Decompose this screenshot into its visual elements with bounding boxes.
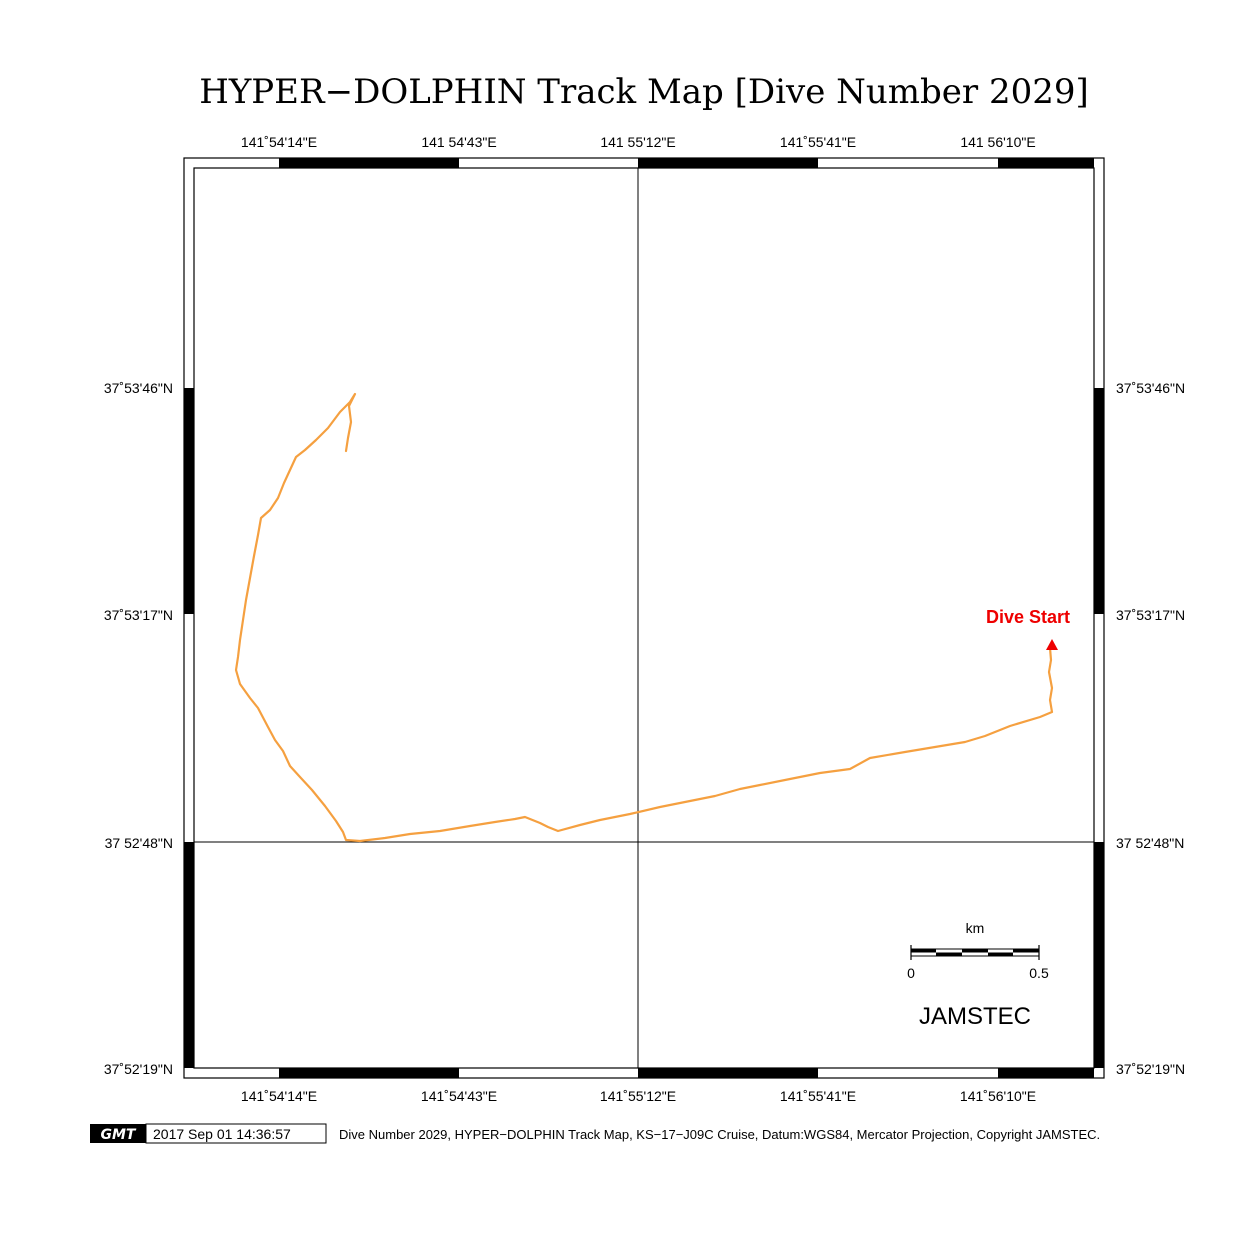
gmt-logo-text: GMT	[101, 1127, 137, 1143]
scale-bar: km 0 0.5	[907, 920, 1049, 981]
left-tick-label: 37˚52'19"N	[104, 1061, 173, 1077]
scale-unit-label: km	[966, 920, 985, 936]
top-tick-label: 141 56'10"E	[960, 134, 1035, 150]
footer: GMT 2017 Sep 01 14:36:57 Dive Number 202…	[90, 1123, 1100, 1144]
top-tick-label: 141˚54'14"E	[241, 134, 317, 150]
map-frame	[183, 157, 1105, 1079]
footer-caption: Dive Number 2029, HYPER−DOLPHIN Track Ma…	[339, 1127, 1100, 1142]
footer-timestamp: 2017 Sep 01 14:36:57	[153, 1126, 291, 1142]
right-tick-label: 37˚53'46"N	[1116, 380, 1185, 396]
dive-track	[234, 392, 1054, 843]
right-tick-label: 37˚53'17"N	[1116, 607, 1185, 623]
bottom-tick-labels: 141˚54'14"E 141˚54'43"E 141˚55'12"E 141˚…	[241, 1088, 1036, 1104]
left-tick-label: 37 52'48"N	[105, 835, 173, 851]
bottom-tick-label: 141˚55'12"E	[600, 1088, 676, 1104]
top-tick-label: 141˚55'41"E	[780, 134, 856, 150]
top-tick-labels: 141˚54'14"E 141 54'43"E 141 55'12"E 141˚…	[241, 134, 1036, 150]
bottom-tick-label: 141˚54'14"E	[241, 1088, 317, 1104]
dive-start-marker	[1046, 639, 1058, 650]
right-tick-label: 37 52'48"N	[1116, 835, 1184, 851]
bottom-tick-label: 141˚55'41"E	[780, 1088, 856, 1104]
left-tick-label: 37˚53'17"N	[104, 607, 173, 623]
bottom-tick-label: 141˚56'10"E	[960, 1088, 1036, 1104]
left-tick-label: 37˚53'46"N	[104, 380, 173, 396]
bottom-tick-label: 141˚54'43"E	[421, 1088, 497, 1104]
dive-start-label: Dive Start	[986, 607, 1070, 627]
top-tick-label: 141 54'43"E	[421, 134, 496, 150]
top-tick-label: 141 55'12"E	[600, 134, 675, 150]
left-tick-labels: 37˚53'46"N 37˚53'17"N 37 52'48"N 37˚52'1…	[104, 380, 173, 1077]
right-tick-label: 37˚52'19"N	[1116, 1061, 1185, 1077]
gmt-logo	[90, 1124, 146, 1143]
scale-min-label: 0	[907, 965, 915, 981]
scale-max-label: 0.5	[1029, 965, 1049, 981]
grid-lines	[194, 168, 1094, 1068]
organization-label: JAMSTEC	[919, 1003, 1031, 1030]
right-tick-labels: 37˚53'46"N 37˚53'17"N 37 52'48"N 37˚52'1…	[1116, 380, 1185, 1077]
map-title: HYPER−DOLPHIN Track Map [Dive Number 202…	[199, 72, 1089, 112]
